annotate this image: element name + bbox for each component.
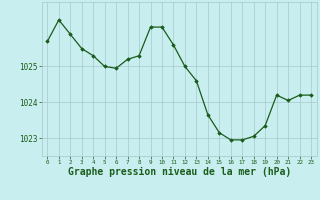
X-axis label: Graphe pression niveau de la mer (hPa): Graphe pression niveau de la mer (hPa)	[68, 167, 291, 177]
